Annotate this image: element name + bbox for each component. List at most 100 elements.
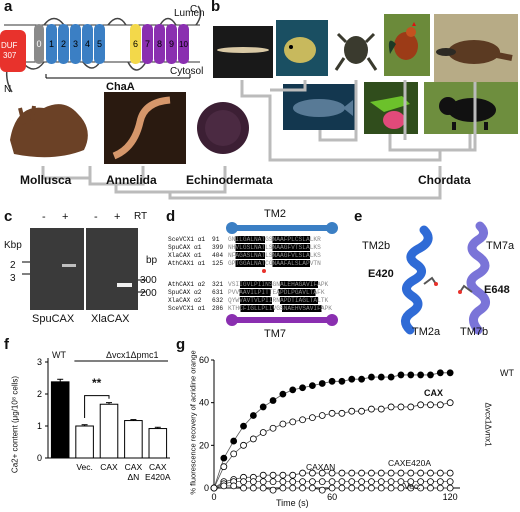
g-point xyxy=(240,422,247,430)
tm2a-label: TM2a xyxy=(412,326,441,338)
lane-spucax: SpuCAX xyxy=(32,313,75,325)
g-point xyxy=(240,484,247,492)
g-point xyxy=(377,405,385,413)
g-point xyxy=(436,369,444,377)
photo-worm xyxy=(104,92,186,164)
tm7a-label: TM7a xyxy=(486,240,515,252)
g-point xyxy=(230,437,238,445)
tm7b-label: TM7b xyxy=(460,326,489,338)
panel-g-label: g xyxy=(176,336,186,353)
g-point xyxy=(299,478,306,486)
g-point xyxy=(318,486,326,494)
helix-label-3: 3 xyxy=(73,39,78,49)
g-point xyxy=(269,478,277,486)
g-point xyxy=(368,373,375,381)
g-point xyxy=(249,412,257,419)
f-category-label: Vec. xyxy=(76,462,93,472)
photo-platypus xyxy=(434,14,518,82)
g-point xyxy=(397,371,405,379)
g-point xyxy=(407,403,415,411)
photo-sea-urchin xyxy=(190,94,256,162)
photo-sea-hare xyxy=(4,94,96,164)
helix-label-6: 6 xyxy=(133,39,138,49)
photo-lancelet xyxy=(213,26,273,78)
g-point xyxy=(289,418,297,426)
taxon-chordata: Chordata xyxy=(418,173,471,187)
lane-minus-2: - xyxy=(94,211,98,223)
alignment-block-alpha1: SceVCX1 α1 91 GNILGALNATGSNAAFPLCSLALKR Sp… xyxy=(168,236,321,268)
g-point xyxy=(436,478,444,486)
g-point xyxy=(368,469,375,477)
g-point xyxy=(220,482,228,490)
f-category-label: CAX xyxy=(100,462,118,472)
g-point xyxy=(348,484,356,492)
photo-anole xyxy=(364,82,418,134)
g-ylabel: % fluorescence recovery of acridine oran… xyxy=(188,350,198,495)
g-point xyxy=(338,478,346,486)
g-point xyxy=(407,371,415,379)
kbp-tick-2: 2 xyxy=(10,260,16,271)
g-point xyxy=(358,375,366,383)
alignment-row: XlaCAX α1 404 NFAGASLNATLSNAAGFVLSLALKS xyxy=(168,252,321,259)
gel-band-spucax xyxy=(62,264,76,267)
g-point xyxy=(358,407,366,415)
g-point xyxy=(279,420,287,428)
g-point xyxy=(427,371,434,379)
g-point xyxy=(387,373,395,381)
helix-3 xyxy=(70,24,81,64)
g-point xyxy=(348,469,356,477)
helix-label-4: 4 xyxy=(85,39,90,49)
g-point xyxy=(299,484,306,492)
f-category-label: CAX xyxy=(149,462,167,472)
g-point xyxy=(308,469,316,477)
g-point xyxy=(387,478,395,486)
g-point xyxy=(269,471,277,479)
helix-4 xyxy=(82,24,93,64)
g-point xyxy=(259,429,267,436)
helix-label-9: 9 xyxy=(169,39,174,49)
g-xtick-label: 120 xyxy=(443,492,458,502)
g-point xyxy=(446,484,454,492)
helix-label-7: 7 xyxy=(145,39,150,49)
g-point xyxy=(368,405,375,413)
g-point xyxy=(289,478,297,486)
g-point xyxy=(328,478,336,486)
bp-tick-300: 300 xyxy=(140,275,157,286)
g-point xyxy=(348,407,356,415)
f-ytick-label: 0 xyxy=(37,453,42,463)
g-point xyxy=(387,403,395,411)
g-point xyxy=(308,382,316,390)
g-point xyxy=(377,373,385,381)
e420-label: E420 xyxy=(368,268,394,280)
g-point xyxy=(279,390,287,398)
taxon-annelida: Annelida xyxy=(106,173,157,187)
topology-diagram: DUF 307 0 1 2 3 4 5 6 7 8 9 10 xyxy=(0,5,202,93)
g-point xyxy=(338,469,346,477)
g-point xyxy=(417,469,425,477)
g-point xyxy=(358,478,366,486)
helix-5 xyxy=(94,24,105,64)
g-point xyxy=(397,469,405,477)
bp-tick-200: 200 xyxy=(140,288,157,299)
kbp-label: Kbp xyxy=(4,240,22,251)
g-point xyxy=(289,484,297,492)
f-wt-label: WT xyxy=(52,350,66,360)
g-point xyxy=(240,478,247,486)
gel-band-xlacax xyxy=(117,283,132,287)
duf-domain xyxy=(0,30,26,72)
g-point xyxy=(308,478,316,486)
g-point xyxy=(269,424,277,432)
g-point xyxy=(269,486,277,494)
g-point xyxy=(289,471,297,479)
tm7-label: TM7 xyxy=(264,328,286,340)
g-point xyxy=(259,471,267,479)
f-category-label: CAX xyxy=(125,462,143,472)
g-point xyxy=(387,469,395,477)
helix-10 xyxy=(178,24,189,64)
g-series-vec: Vec. xyxy=(404,481,421,491)
g-point xyxy=(338,377,346,385)
f-ytick-label: 3 xyxy=(37,357,42,367)
f-category-label: ΔN xyxy=(127,472,139,482)
